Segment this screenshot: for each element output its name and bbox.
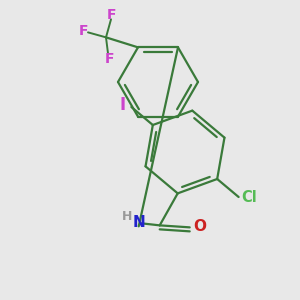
Text: I: I (119, 96, 125, 114)
Text: F: F (104, 52, 114, 66)
Text: N: N (132, 215, 145, 230)
Text: O: O (194, 219, 207, 234)
Text: H: H (122, 210, 132, 223)
Text: F: F (78, 24, 88, 38)
Text: Cl: Cl (242, 190, 257, 206)
Text: F: F (107, 8, 117, 22)
